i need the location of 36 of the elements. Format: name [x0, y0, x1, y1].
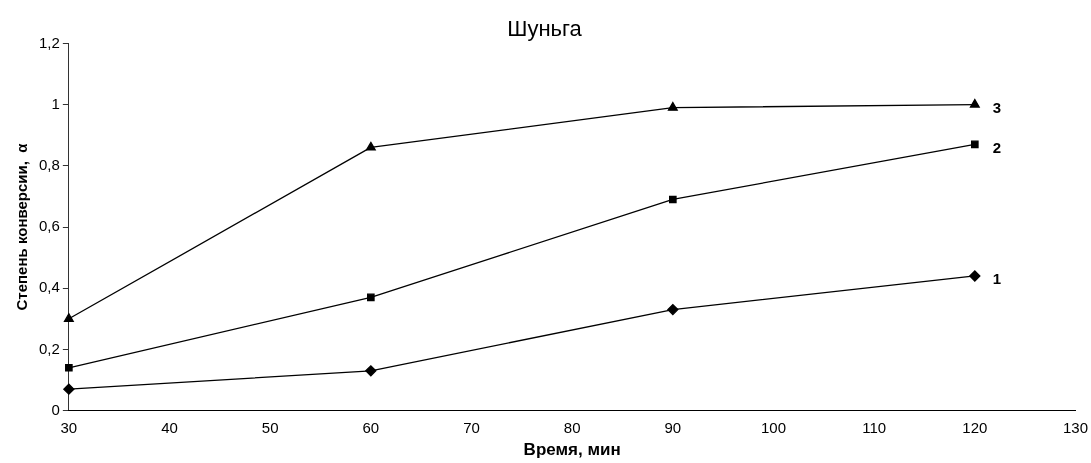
x-tick-label: 90: [664, 418, 682, 436]
x-tick-label: 70: [463, 418, 480, 436]
y-tick-label: 0,4: [38, 278, 60, 296]
y-tick-label: 0,6: [38, 217, 60, 235]
point: [969, 98, 980, 108]
x-tick-label: 50: [261, 418, 279, 436]
point: [669, 195, 677, 204]
point: [367, 293, 375, 302]
point: [63, 313, 74, 322]
series-label: 1: [992, 270, 1002, 288]
point: [970, 140, 979, 149]
y-tick-label: 1,2: [38, 33, 60, 51]
series-label: 3: [992, 98, 1002, 116]
x-tick-label: 80: [563, 418, 581, 436]
point: [667, 102, 678, 111]
y-tick-label: 0,2: [38, 339, 60, 357]
point: [65, 363, 73, 372]
point: [63, 383, 75, 395]
point: [365, 141, 376, 151]
x-tick-label: 100: [760, 418, 787, 436]
x-tick-label: 110: [862, 418, 887, 436]
y-tick-label: 1: [51, 94, 60, 112]
series-label: 2: [992, 138, 1002, 156]
y-tick-label: 0: [51, 400, 60, 418]
point: [365, 365, 377, 377]
y-tick-label: 0,8: [38, 155, 60, 173]
point: [667, 303, 679, 316]
y-axis-title: Степень конверсии, α: [13, 142, 31, 311]
x-tick-label: 40: [161, 418, 178, 436]
x-axis-title: Время, мин: [523, 440, 621, 460]
chart-title: Шуньга: [507, 16, 583, 42]
x-tick-label: 120: [962, 418, 988, 436]
point: [969, 270, 981, 282]
x-tick-label: 30: [60, 418, 78, 436]
x-tick-label: 130: [1062, 418, 1088, 436]
x-tick-label: 60: [362, 418, 380, 436]
